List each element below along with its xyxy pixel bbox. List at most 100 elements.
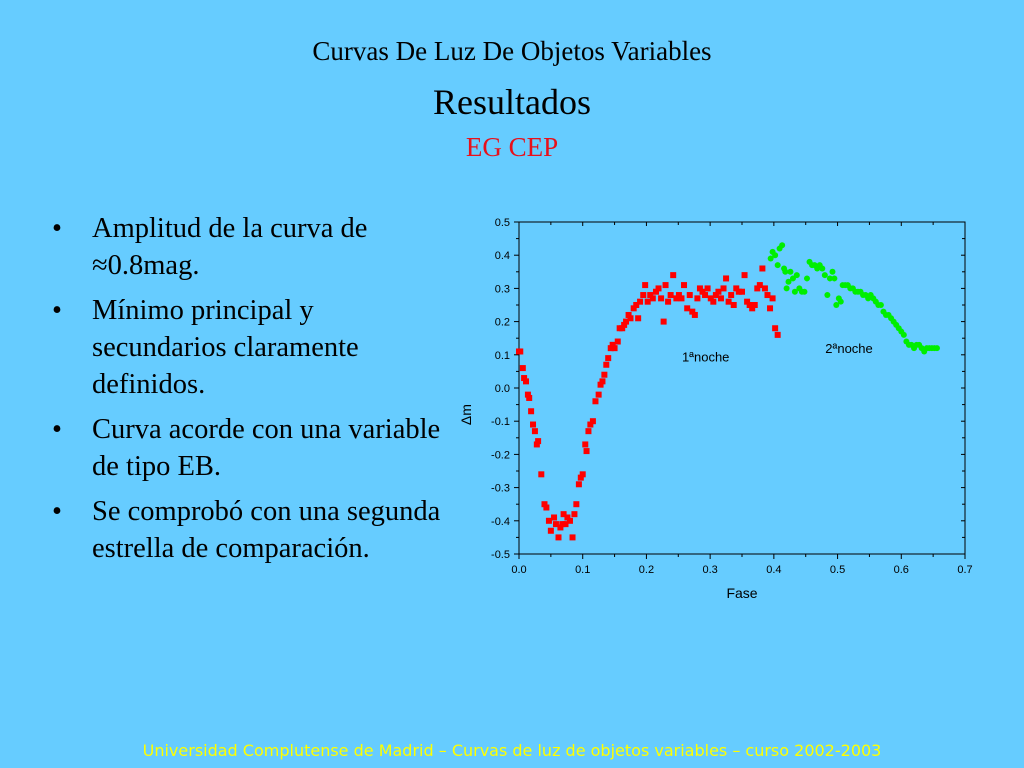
data-point [707, 295, 714, 302]
data-point [526, 394, 533, 401]
data-point [665, 298, 672, 305]
data-point [564, 514, 571, 521]
data-point [725, 298, 732, 305]
data-point [585, 428, 592, 435]
bullet-icon: • [52, 213, 62, 244]
data-point [730, 302, 737, 308]
y-tick-label: -0.1 [491, 416, 510, 428]
data-point [560, 511, 567, 518]
data-point [655, 285, 662, 292]
data-point [559, 521, 566, 528]
data-point [573, 501, 580, 508]
data-point [826, 275, 833, 282]
data-point [583, 448, 590, 455]
data-point [772, 325, 779, 332]
data-point [571, 511, 578, 518]
data-point [670, 272, 677, 279]
x-axis-label: Fase [726, 585, 757, 601]
data-point [764, 292, 771, 299]
data-point [633, 302, 640, 308]
data-point [547, 527, 554, 534]
data-point [607, 345, 614, 352]
data-point [658, 295, 665, 302]
data-point [678, 295, 685, 302]
x-tick-label: 0.3 [702, 564, 717, 576]
data-point [562, 521, 569, 528]
data-point [595, 391, 602, 398]
x-tick-label: 0.2 [639, 564, 654, 576]
data-point [787, 268, 794, 275]
data-point [640, 292, 647, 299]
data-point [791, 288, 798, 295]
data-point [637, 298, 644, 305]
data-point [611, 345, 618, 352]
data-point [625, 311, 632, 318]
data-point [579, 471, 586, 478]
data-point [933, 345, 940, 352]
data-point [744, 298, 751, 305]
data-point [759, 265, 766, 272]
data-point [589, 418, 596, 425]
data-point [614, 338, 621, 345]
data-point [739, 288, 745, 295]
data-point [877, 302, 884, 308]
data-point [621, 321, 628, 328]
data-point [531, 428, 538, 435]
data-point [597, 381, 604, 388]
data-point [704, 285, 711, 292]
x-tick-label: 0.0 [511, 564, 526, 576]
y-axis-label: Δm [458, 404, 474, 425]
y-tick-label: 0.3 [495, 283, 510, 295]
bullet-text: Curva acorde con una variable de tipo EB… [92, 414, 441, 482]
data-point [761, 285, 768, 292]
axis-ticks [514, 221, 966, 559]
data-point [717, 295, 724, 302]
data-point [524, 391, 531, 398]
bullet-item: • Mínimo principal y secundarios clarame… [52, 292, 452, 403]
data-point [686, 292, 693, 299]
data-point [528, 408, 535, 415]
data-point [831, 275, 838, 282]
bullet-list: • Amplitud de la curva de ≈0.8mag. • Mín… [52, 210, 452, 575]
data-point [696, 285, 703, 292]
y-tick-label: 0.1 [495, 350, 510, 362]
slide-title: Curvas De Luz De Objetos Variables [312, 36, 712, 66]
data-point [543, 504, 550, 511]
chart-annotation: 2ªnoche [825, 341, 872, 356]
data-point [619, 325, 626, 332]
data-point [609, 341, 616, 348]
data-point [642, 282, 649, 289]
data-point [900, 331, 907, 338]
chart-annotations: 1ªnoche 2ªnoche [682, 341, 873, 364]
data-point [566, 517, 573, 524]
data-point [782, 268, 789, 275]
y-tick-label: 0.5 [495, 217, 510, 229]
bullet-icon: • [52, 414, 62, 445]
data-point [715, 288, 722, 295]
data-point [684, 305, 691, 312]
data-point [741, 272, 748, 279]
data-point [582, 441, 589, 448]
data-point [785, 278, 792, 285]
data-point [551, 514, 558, 521]
data-point [519, 365, 526, 372]
data-point [801, 288, 808, 295]
data-point [819, 265, 826, 272]
y-tick-label: -0.2 [491, 449, 510, 461]
data-point [538, 471, 545, 478]
data-point [569, 534, 576, 541]
y-tick-label: 0.0 [495, 383, 510, 395]
data-points [516, 242, 940, 541]
data-point [821, 272, 828, 279]
data-point [592, 398, 599, 405]
bullet-item: • Curva acorde con una variable de tipo … [52, 411, 452, 485]
data-point [552, 521, 559, 528]
data-point [675, 292, 682, 299]
data-point [662, 282, 669, 289]
data-point [517, 348, 524, 355]
data-point [735, 288, 742, 295]
plot-frame [518, 221, 966, 555]
bullet-icon: • [52, 295, 62, 326]
bullet-text: Mínimo principal y secundarios clarament… [92, 295, 359, 400]
data-point [627, 315, 634, 322]
